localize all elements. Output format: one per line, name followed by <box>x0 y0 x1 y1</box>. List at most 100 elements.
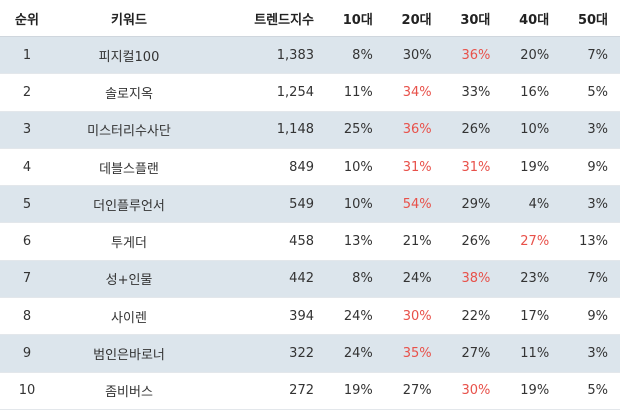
header-age-40s: 40대 <box>502 0 562 37</box>
cell-age-50s: 9% <box>561 297 620 336</box>
cell-trend-index: 1,383 <box>204 36 326 75</box>
cell-trend-index: 272 <box>204 372 326 410</box>
cell-keyword: 좀비버스 <box>54 372 204 410</box>
cell-age-50s: 3% <box>561 334 620 373</box>
table-row: 4 데블스플랜 849 10% 31% 31% 19% 9% <box>0 148 620 187</box>
table-row: 5 더인플루언서 549 10% 54% 29% 4% 3% <box>0 185 620 224</box>
cell-keyword: 범인은바로너 <box>54 334 204 373</box>
cell-trend-index: 322 <box>204 334 326 373</box>
cell-keyword: 더인플루언서 <box>54 185 204 224</box>
cell-keyword: 피지컬100 <box>54 36 204 75</box>
cell-age-20s: 30% <box>384 36 444 75</box>
cell-age-40s: 10% <box>502 111 562 149</box>
header-age-20s: 20대 <box>384 0 444 37</box>
cell-age-20s: 21% <box>384 222 444 261</box>
cell-age-40s: 11% <box>502 334 562 373</box>
table-row: 6 투게더 458 13% 21% 26% 27% 13% <box>0 222 620 261</box>
cell-age-10s: 8% <box>326 260 385 299</box>
table-row: 10 좀비버스 272 19% 27% 30% 19% 5% <box>0 372 620 410</box>
cell-age-50s: 3% <box>561 111 620 149</box>
cell-age-50s: 13% <box>561 222 620 261</box>
cell-age-40s: 20% <box>502 36 562 75</box>
cell-age-20s: 30% <box>384 297 444 336</box>
cell-trend-index: 1,254 <box>204 73 326 112</box>
cell-age-40s: 19% <box>502 148 562 187</box>
cell-rank: 1 <box>0 36 54 75</box>
header-age-50s: 50대 <box>561 0 620 37</box>
cell-age-10s: 13% <box>326 222 385 261</box>
cell-age-30s: 26% <box>443 111 503 149</box>
cell-age-20s: 24% <box>384 260 444 299</box>
cell-age-20s: 54% <box>384 185 444 224</box>
cell-age-20s: 36% <box>384 111 444 149</box>
header-rank: 순위 <box>0 0 54 37</box>
table-row: 7 성+인물 442 8% 24% 38% 23% 7% <box>0 260 620 299</box>
table-row: 9 범인은바로너 322 24% 35% 27% 11% 3% <box>0 334 620 373</box>
cell-age-10s: 24% <box>326 297 385 336</box>
table-row: 8 사이렌 394 24% 30% 22% 17% 9% <box>0 297 620 336</box>
cell-age-30s: 22% <box>443 297 503 336</box>
cell-age-40s: 27% <box>502 222 562 261</box>
cell-trend-index: 458 <box>204 222 326 261</box>
header-trend-index: 트렌드지수 <box>204 0 326 37</box>
cell-keyword: 성+인물 <box>54 260 204 299</box>
cell-keyword: 사이렌 <box>54 297 204 336</box>
cell-trend-index: 394 <box>204 297 326 336</box>
header-row: 순위 키워드 트렌드지수 10대 20대 30대 40대 50대 <box>0 0 620 37</box>
cell-age-40s: 19% <box>502 372 562 410</box>
cell-trend-index: 849 <box>204 148 326 187</box>
cell-keyword: 솔로지옥 <box>54 73 204 112</box>
table-row: 1 피지컬100 1,383 8% 30% 36% 20% 7% <box>0 36 620 75</box>
table-row: 2 솔로지옥 1,254 11% 34% 33% 16% 5% <box>0 73 620 112</box>
cell-rank: 4 <box>0 148 54 187</box>
cell-keyword: 투게더 <box>54 222 204 261</box>
cell-age-10s: 8% <box>326 36 385 75</box>
cell-age-40s: 23% <box>502 260 562 299</box>
cell-trend-index: 1,148 <box>204 111 326 149</box>
cell-age-30s: 27% <box>443 334 503 373</box>
cell-age-50s: 3% <box>561 185 620 224</box>
cell-age-20s: 31% <box>384 148 444 187</box>
cell-rank: 5 <box>0 185 54 224</box>
header-age-10s: 10대 <box>326 0 385 37</box>
cell-keyword: 데블스플랜 <box>54 148 204 187</box>
cell-age-20s: 27% <box>384 372 444 410</box>
cell-age-50s: 9% <box>561 148 620 187</box>
cell-age-50s: 5% <box>561 73 620 112</box>
cell-keyword: 미스터리수사단 <box>54 111 204 149</box>
cell-age-40s: 4% <box>502 185 562 224</box>
table-header: 순위 키워드 트렌드지수 10대 20대 30대 40대 50대 <box>0 0 620 37</box>
cell-age-40s: 16% <box>502 73 562 112</box>
cell-age-50s: 7% <box>561 36 620 75</box>
cell-rank: 2 <box>0 73 54 112</box>
cell-rank: 10 <box>0 372 54 410</box>
cell-age-30s: 33% <box>443 73 503 112</box>
cell-age-10s: 10% <box>326 148 385 187</box>
cell-age-10s: 10% <box>326 185 385 224</box>
header-keyword: 키워드 <box>54 0 204 37</box>
cell-trend-index: 549 <box>204 185 326 224</box>
cell-age-40s: 17% <box>502 297 562 336</box>
cell-rank: 7 <box>0 260 54 299</box>
cell-rank: 9 <box>0 334 54 373</box>
table-body: 1 피지컬100 1,383 8% 30% 36% 20% 7% 2 솔로지옥 1,254 11% 34… <box>0 36 620 410</box>
cell-age-20s: 34% <box>384 73 444 112</box>
cell-age-30s: 36% <box>443 36 503 75</box>
table-row: 3 미스터리수사단 1,148 25% 36% 26% 10% 3% <box>0 111 620 149</box>
cell-age-10s: 19% <box>326 372 385 410</box>
cell-age-30s: 30% <box>443 372 503 410</box>
cell-age-30s: 26% <box>443 222 503 261</box>
cell-age-10s: 11% <box>326 73 385 112</box>
cell-age-10s: 24% <box>326 334 385 373</box>
cell-age-30s: 29% <box>443 185 503 224</box>
cell-rank: 6 <box>0 222 54 261</box>
cell-age-30s: 31% <box>443 148 503 187</box>
cell-rank: 8 <box>0 297 54 336</box>
cell-age-30s: 38% <box>443 260 503 299</box>
cell-age-50s: 5% <box>561 372 620 410</box>
header-age-30s: 30대 <box>443 0 503 37</box>
cell-age-50s: 7% <box>561 260 620 299</box>
cell-age-10s: 25% <box>326 111 385 149</box>
cell-rank: 3 <box>0 111 54 149</box>
